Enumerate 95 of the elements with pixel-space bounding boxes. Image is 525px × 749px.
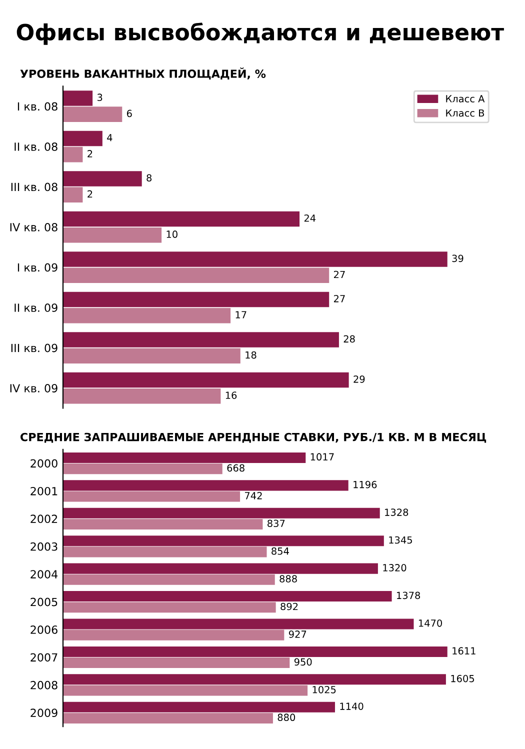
y-tick-label: 2004 — [30, 570, 58, 578]
data-label: 6 — [126, 110, 132, 118]
bar — [63, 508, 380, 518]
data-label: 837 — [268, 520, 285, 528]
chart-title: Офисы высвобождаются и дешевеют — [16, 22, 504, 45]
bar — [63, 292, 330, 308]
y-tick-label: 2009 — [30, 708, 58, 718]
bar — [63, 372, 349, 388]
bar — [63, 90, 93, 106]
y-tick-label: 2007 — [30, 653, 58, 662]
data-label: 29 — [354, 375, 365, 383]
y-tick-label: 2001 — [30, 486, 58, 496]
data-label: 950 — [294, 658, 312, 666]
bar — [63, 211, 300, 227]
y-tick-label: IV кв. 09 — [10, 384, 58, 392]
data-label: 1470 — [418, 619, 442, 627]
data-label: 1345 — [389, 536, 412, 544]
bar — [63, 130, 102, 146]
y-tick-label: I кв. 09 — [18, 263, 58, 272]
data-label: 2 — [88, 190, 92, 198]
bar — [63, 591, 392, 602]
data-label: 742 — [245, 492, 262, 500]
bar — [63, 563, 378, 574]
data-label: 892 — [280, 602, 298, 610]
data-label: 888 — [280, 575, 297, 582]
data-label: 27 — [334, 294, 345, 302]
data-label: 927 — [288, 630, 306, 638]
data-label: 24 — [304, 214, 316, 222]
data-label: 4 — [107, 134, 112, 142]
bar — [63, 388, 221, 404]
bar — [63, 268, 330, 283]
data-label: 16 — [226, 392, 237, 399]
bar — [63, 348, 240, 364]
data-label: 1605 — [451, 674, 474, 682]
chart-subtitle: УРОВЕНЬ ВАКАНТНЫХ ПЛОЩАДЕЙ, % — [20, 68, 266, 80]
y-tick-label: III кв. 09 — [11, 344, 58, 352]
data-label: 668 — [227, 464, 244, 472]
legend-label: Класс А — [446, 95, 485, 102]
bar — [63, 464, 222, 474]
bar — [63, 146, 83, 162]
y-tick-label: 2006 — [30, 626, 58, 634]
legend-label: Класс В — [446, 109, 484, 117]
bar — [63, 646, 448, 657]
bar — [63, 227, 162, 243]
data-label: 1025 — [312, 686, 336, 694]
bar — [63, 187, 83, 202]
bar — [63, 171, 142, 186]
data-label: 1017 — [310, 453, 334, 461]
y-tick-label: I кв. 08 — [18, 102, 58, 111]
data-label: 1328 — [385, 508, 408, 516]
bar — [63, 685, 308, 696]
data-label: 18 — [246, 351, 256, 359]
bar — [63, 308, 231, 324]
bar — [63, 106, 122, 122]
y-tick-label: II кв. 09 — [14, 304, 58, 312]
y-tick-label: 2002 — [30, 514, 58, 524]
bar — [63, 252, 448, 267]
bar — [63, 574, 275, 585]
y-tick-label: 2008 — [30, 680, 58, 690]
bar — [63, 618, 414, 630]
data-label: 1320 — [383, 564, 406, 572]
bar — [63, 546, 267, 558]
bar — [63, 712, 273, 724]
bar — [63, 518, 263, 530]
data-label: 10 — [166, 230, 178, 238]
data-label: 880 — [278, 714, 296, 722]
data-label: 17 — [236, 311, 246, 318]
y-tick-label: IV кв. 08 — [10, 223, 58, 232]
data-label: 3 — [97, 94, 102, 102]
data-label: 1611 — [452, 647, 476, 655]
bar — [63, 536, 384, 546]
bar — [63, 332, 339, 348]
data-label: 8 — [146, 174, 152, 182]
y-tick-label: 2005 — [30, 598, 58, 606]
y-tick-label: 2000 — [30, 459, 58, 468]
y-tick-label: 2003 — [30, 542, 58, 551]
bar — [63, 602, 276, 613]
data-label: 2 — [88, 150, 92, 158]
data-label: 39 — [452, 254, 464, 262]
bar — [63, 452, 306, 463]
bar — [63, 480, 348, 491]
data-label: 854 — [272, 547, 289, 555]
bar — [63, 491, 240, 502]
bar — [63, 702, 335, 712]
bar — [63, 658, 290, 668]
bar — [63, 630, 284, 640]
data-label: 1196 — [354, 480, 377, 488]
bar — [63, 674, 446, 685]
data-label: 27 — [334, 270, 345, 278]
chart-title: СРЕДНИЕ ЗАПРАШИВАЕМЫЕ АРЕНДНЫЕ СТАВКИ, РУБ./1 КВ. М В МЕСЯЦ — [20, 432, 486, 443]
y-tick-label: III кв. 08 — [11, 182, 58, 192]
y-tick-label: II кв. 08 — [14, 142, 58, 151]
data-label: 1140 — [340, 702, 364, 710]
data-label: 28 — [344, 335, 355, 343]
data-label: 1378 — [397, 592, 420, 600]
